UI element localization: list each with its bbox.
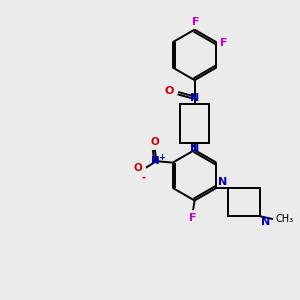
Text: N: N (190, 93, 199, 103)
Text: N: N (218, 177, 227, 187)
Text: O: O (151, 137, 159, 147)
Text: N: N (152, 156, 160, 166)
Text: O: O (165, 86, 174, 96)
Text: F: F (189, 213, 197, 223)
Text: F: F (220, 38, 227, 48)
Text: N: N (190, 144, 199, 154)
Text: CH₃: CH₃ (275, 214, 293, 224)
Text: O: O (134, 163, 142, 173)
Text: F: F (192, 17, 200, 27)
Text: N: N (261, 217, 270, 227)
Text: +: + (158, 153, 165, 162)
Text: -: - (142, 173, 146, 183)
